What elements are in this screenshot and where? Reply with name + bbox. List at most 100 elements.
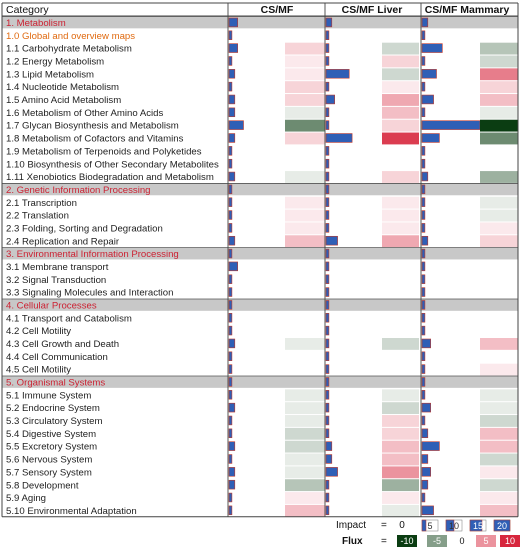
flux-cell <box>480 68 518 81</box>
impact-bar <box>325 197 330 207</box>
flux-cell <box>480 222 518 235</box>
flux-cell <box>480 492 518 504</box>
legend-impact-label: Impact <box>336 520 366 531</box>
row-label: 5.1 Immune System <box>6 390 91 401</box>
group-header-cs-mf: CS/MF <box>261 4 294 16</box>
impact-bar <box>325 184 330 195</box>
impact-bar <box>421 287 426 297</box>
flux-cell <box>480 402 518 415</box>
impact-bar <box>228 171 236 182</box>
flux-cell <box>285 479 325 492</box>
impact-bar <box>228 287 233 297</box>
legend-impact-tick: 20 <box>497 521 507 531</box>
impact-bar <box>228 223 233 233</box>
flux-cell <box>382 479 419 492</box>
row-label: 5.2 Endocrine System <box>6 403 100 414</box>
impact-bar <box>228 248 233 259</box>
flux-cell <box>285 106 325 119</box>
impact-bar <box>325 17 333 28</box>
impact-bar <box>228 197 233 207</box>
row-label: 1.1 Carbohydrate Metabolism <box>6 44 132 55</box>
impact-bar <box>421 223 426 233</box>
flux-cell <box>285 415 325 427</box>
impact-bar <box>421 146 426 156</box>
impact-bar <box>421 325 426 336</box>
legend-impact-swatch <box>493 519 511 532</box>
impact-bar <box>325 415 330 426</box>
row-label: 5.8 Development <box>6 480 79 491</box>
flux-cell <box>285 504 325 517</box>
flux-cell <box>285 196 325 209</box>
section-label: 3. Environmental Information Processing <box>6 249 179 260</box>
flux-cell <box>480 427 518 440</box>
row-label: 5.5 Excretory System <box>6 442 97 453</box>
impact-bar <box>325 261 330 272</box>
impact-bar <box>325 210 330 220</box>
impact-bar <box>421 300 426 310</box>
flux-cell <box>382 55 419 68</box>
section-label: 5. Organismal Systems <box>6 378 105 389</box>
flux-cell <box>480 479 518 492</box>
impact-bar <box>325 235 338 246</box>
row-label: 4.1 Transport and Catabolism <box>6 313 132 324</box>
impact-bar <box>325 300 330 310</box>
impact-bar <box>228 415 233 426</box>
legend-flux-equals: = <box>381 536 387 547</box>
flux-cell <box>382 338 419 350</box>
impact-bar <box>228 184 233 195</box>
flux-cell <box>480 94 518 106</box>
row-label: 3.3 Signaling Molecules and Interaction <box>6 288 173 299</box>
impact-bar <box>228 235 236 246</box>
impact-bar <box>421 171 429 182</box>
impact-bar <box>228 17 238 28</box>
row-label: 5.3 Circulatory System <box>6 416 103 427</box>
flux-cell <box>480 171 518 183</box>
flux-cell <box>480 119 518 132</box>
impact-bar <box>325 43 330 53</box>
flux-cell <box>382 453 419 466</box>
impact-bar <box>325 171 330 182</box>
row-label: 4.4 Cell Communication <box>6 352 108 363</box>
flux-cell <box>285 440 325 453</box>
impact-bar <box>421 248 426 259</box>
impact-bar <box>325 158 330 169</box>
impact-bar <box>421 184 426 195</box>
impact-bar <box>325 390 330 400</box>
impact-bar <box>228 402 236 413</box>
flux-cell <box>285 402 325 415</box>
impact-bar <box>228 467 236 477</box>
flux-cell <box>382 389 419 402</box>
impact-bar <box>228 107 236 118</box>
impact-bar <box>228 158 233 169</box>
flux-cell <box>285 427 325 440</box>
row-label: 1.7 Glycan Biosynthesis and Metabolism <box>6 121 179 132</box>
impact-bar <box>228 492 233 503</box>
row-label: 2.1 Transcription <box>6 198 77 209</box>
section-band <box>2 16 518 29</box>
impact-bar <box>228 300 233 310</box>
impact-bar <box>325 364 330 374</box>
flux-cell <box>382 81 419 94</box>
flux-cell <box>480 55 518 68</box>
impact-bar <box>421 235 429 246</box>
flux-cell <box>382 504 419 517</box>
impact-bar <box>421 158 426 169</box>
row-label: 1.9 Metabolism of Terpenoids and Polyket… <box>6 146 202 157</box>
impact-bar <box>325 338 330 349</box>
flux-cell <box>382 209 419 222</box>
flux-cell <box>480 363 518 376</box>
impact-bar <box>325 313 330 323</box>
section-band <box>2 298 518 311</box>
legend-flux-swatch <box>427 535 447 547</box>
legend-impact-tick: 10 <box>449 521 459 531</box>
impact-bar <box>325 30 330 40</box>
flux-cell <box>285 222 325 235</box>
flux-cell <box>480 81 518 94</box>
impact-bar <box>228 454 233 464</box>
header-row: Category CS/MF CS/MF Liver CS/MF Mammary <box>6 4 509 16</box>
row-label: 3.2 Signal Transduction <box>6 275 106 286</box>
flux-cell <box>382 196 419 209</box>
impact-bar <box>325 505 330 516</box>
impact-bar <box>421 274 426 284</box>
impact-bar <box>228 274 233 284</box>
